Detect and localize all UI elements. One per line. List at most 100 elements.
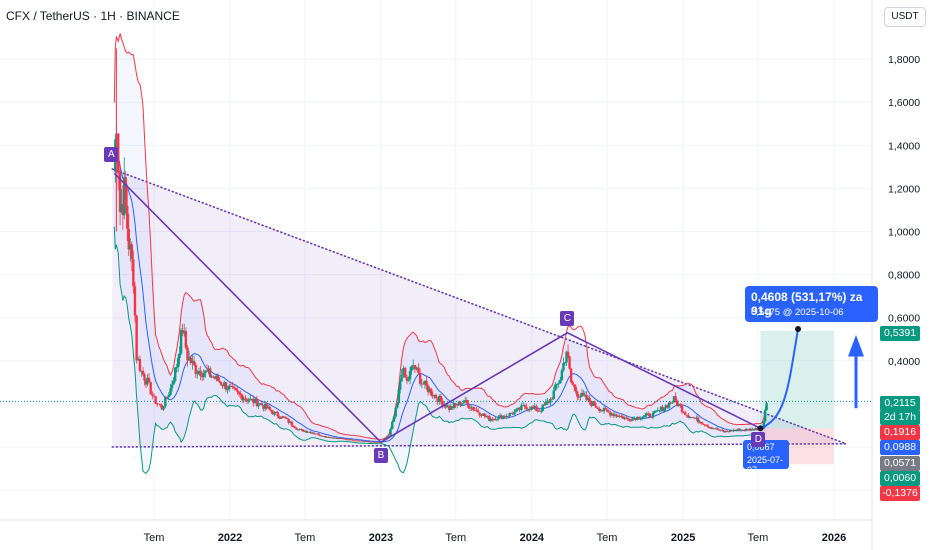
candle-body xyxy=(333,437,336,439)
candle-body xyxy=(159,404,162,406)
candle-body xyxy=(695,417,698,419)
candle-body xyxy=(118,173,122,213)
candle-body xyxy=(457,401,460,406)
candle-body xyxy=(169,388,172,396)
candle-body xyxy=(710,427,713,429)
candle-body xyxy=(315,433,319,435)
candle-body xyxy=(591,401,595,406)
candle-body xyxy=(120,203,123,213)
candle-body xyxy=(292,425,295,428)
price-badge: 0,0060 xyxy=(880,471,920,486)
candle-body xyxy=(191,360,194,364)
candle-body xyxy=(666,405,669,408)
candle-body xyxy=(208,368,212,377)
candle-body xyxy=(449,405,452,410)
candle-body xyxy=(282,416,286,418)
price-tick: 1,0000 xyxy=(888,227,920,239)
countdown-badge: 2d 17h xyxy=(880,410,920,425)
candle-body xyxy=(664,405,667,409)
candle-body xyxy=(645,413,648,416)
candle-body xyxy=(273,411,276,415)
candle-body xyxy=(725,431,729,432)
candle-body xyxy=(480,415,483,416)
candle-body xyxy=(749,428,753,431)
candle-body xyxy=(270,409,273,412)
candle-body xyxy=(506,416,510,417)
candle-body xyxy=(674,396,677,401)
candle-body xyxy=(613,414,617,416)
candle-body xyxy=(615,414,618,417)
candle-body xyxy=(244,398,247,400)
candle-body xyxy=(462,402,465,404)
candle-body xyxy=(492,418,496,420)
candle-body xyxy=(640,417,644,419)
candle-body xyxy=(239,393,242,396)
candle-body xyxy=(173,367,177,381)
candle-body xyxy=(585,395,588,400)
candle-body xyxy=(212,376,215,378)
candle-body xyxy=(234,388,238,391)
candle-body xyxy=(523,405,526,407)
projection-callout[interactable]: 0,4608 (531,17%) za 91g 0,5475 @ 2025-10… xyxy=(745,286,878,322)
candle-body xyxy=(157,403,160,405)
candle-body xyxy=(402,368,405,375)
candle-body xyxy=(557,383,560,385)
candle-body xyxy=(336,438,340,439)
candle-body xyxy=(574,386,577,392)
candle-body xyxy=(347,439,350,441)
candle-body xyxy=(400,374,403,382)
candle-body xyxy=(446,405,449,408)
candle-body xyxy=(684,412,687,415)
projection-curve xyxy=(760,328,800,430)
candle-body xyxy=(514,409,518,412)
candle-body xyxy=(601,410,604,412)
candle-body xyxy=(197,371,201,374)
candle-body xyxy=(719,429,723,431)
price-badge: 0,5391 xyxy=(880,326,920,341)
candle-body xyxy=(331,437,335,439)
candle-body xyxy=(444,404,448,408)
candle-body xyxy=(605,409,609,412)
candle-body xyxy=(473,409,477,411)
candle-body xyxy=(653,410,656,413)
abcd-pattern xyxy=(113,172,761,444)
candle-body xyxy=(559,379,562,384)
candle-body xyxy=(117,133,120,174)
candle-body xyxy=(387,435,390,438)
candle-body xyxy=(464,400,467,403)
candle-body xyxy=(478,412,481,416)
candle-body xyxy=(536,410,540,412)
currency-button[interactable]: USDT xyxy=(884,7,926,27)
symbol-title: CFX / TetherUS · 1H · BINANCE xyxy=(6,9,180,23)
candle-body xyxy=(579,396,582,398)
candle-body xyxy=(176,358,180,368)
price-axis[interactable]: 1,8000 1,6000 1,4000 1,2000 1,0000 0,8000 0,60… xyxy=(888,54,920,368)
candle-body xyxy=(566,351,570,357)
candle-body xyxy=(328,437,332,439)
candle-body xyxy=(434,395,438,399)
candle-body xyxy=(408,370,412,380)
candle-body xyxy=(549,398,552,403)
candle-body xyxy=(751,428,754,431)
candle-body xyxy=(389,428,392,436)
candle-body xyxy=(278,416,281,419)
candle-body xyxy=(231,386,234,388)
candle-body xyxy=(327,436,330,438)
time-axis[interactable]: Tem 2022 Tem 2023 Tem 2024 Tem 2025 Tem 2026 xyxy=(144,532,847,544)
candle-body xyxy=(184,331,188,348)
candle-body xyxy=(714,428,718,430)
candle-body xyxy=(403,368,407,378)
candle-body xyxy=(218,380,221,382)
candle-body xyxy=(648,413,652,417)
candle-body xyxy=(510,412,513,414)
candle-body xyxy=(242,398,246,401)
candle-body xyxy=(155,403,159,405)
candle-body xyxy=(179,330,183,354)
candle-body xyxy=(724,431,727,433)
time-tick: Tem xyxy=(597,532,618,544)
candle-body xyxy=(152,395,156,397)
candle-body xyxy=(736,428,740,430)
time-tick: 2026 xyxy=(822,532,846,544)
candle-body xyxy=(531,406,535,408)
